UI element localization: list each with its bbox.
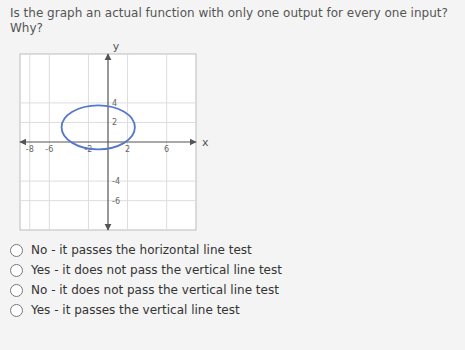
option-text[interactable]: Yes - it passes the vertical line test bbox=[31, 303, 240, 317]
x-axis-label: x bbox=[202, 136, 209, 149]
x-tick-label: 2 bbox=[125, 145, 130, 154]
option[interactable]: Yes - it passes the vertical line test bbox=[10, 300, 455, 320]
options: No - it passes the horizontal line test Y… bbox=[10, 240, 455, 320]
option-radio[interactable] bbox=[10, 284, 23, 297]
title: Is the graph an actual function with onl… bbox=[10, 6, 455, 36]
option-text[interactable]: No - it passes the horizontal line test bbox=[31, 243, 252, 257]
option[interactable]: No - it passes the horizontal line test bbox=[10, 240, 455, 260]
x-tick-label: -6 bbox=[45, 145, 53, 154]
y-tick-label: -6 bbox=[112, 197, 120, 206]
plot-marks bbox=[62, 105, 135, 149]
option-text[interactable]: Yes - it does not pass the vertical line… bbox=[31, 263, 282, 277]
option-text[interactable]: No - it does not pass the vertical line … bbox=[31, 283, 279, 297]
y-axis-label: y bbox=[113, 40, 120, 53]
y-axis bbox=[107, 54, 108, 230]
graph: -8-6-226-6-424xy bbox=[8, 38, 223, 238]
x-tick-label: -8 bbox=[26, 145, 34, 154]
option-radio[interactable] bbox=[10, 244, 23, 257]
x-tick-label: 6 bbox=[164, 145, 169, 154]
y-tick-label: 2 bbox=[112, 118, 117, 127]
option[interactable]: Yes - it does not pass the vertical line… bbox=[10, 260, 455, 280]
ellipse bbox=[62, 105, 135, 149]
option-radio[interactable] bbox=[10, 264, 23, 277]
plot-frame bbox=[20, 54, 196, 230]
y-tick-label: -4 bbox=[112, 177, 120, 186]
option-radio[interactable] bbox=[10, 304, 23, 317]
option[interactable]: No - it does not pass the vertical line … bbox=[10, 280, 455, 300]
